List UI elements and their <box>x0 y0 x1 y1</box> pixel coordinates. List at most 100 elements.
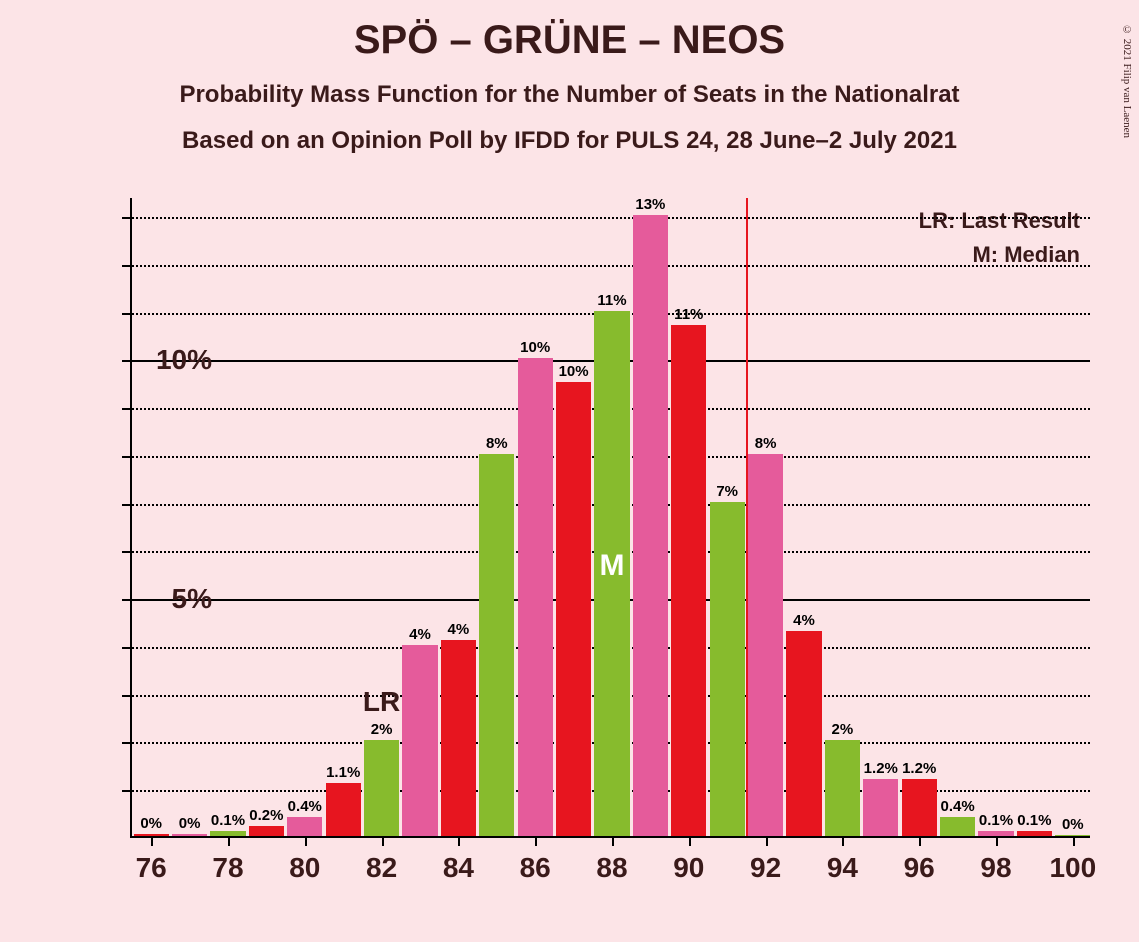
bar: 8% <box>748 454 783 836</box>
bar-value-label: 2% <box>371 721 393 738</box>
bar: 13% <box>633 215 668 836</box>
bar-value-label: 10% <box>520 339 550 356</box>
y-tick <box>122 599 132 601</box>
bar: 11% <box>671 325 706 836</box>
bar-value-label: 4% <box>409 626 431 643</box>
bar-value-label: 0.4% <box>288 798 322 815</box>
bar: 0.2% <box>249 826 284 836</box>
y-tick <box>122 265 132 267</box>
x-tick <box>535 836 537 846</box>
x-axis-label: 86 <box>520 852 551 884</box>
gridline <box>132 265 1090 267</box>
x-tick <box>228 836 230 846</box>
bar-value-label: 10% <box>559 363 589 380</box>
bar-value-label: 11% <box>674 306 703 323</box>
y-tick <box>122 551 132 553</box>
bar-value-label: 0.2% <box>249 807 283 824</box>
bar: 4% <box>786 631 821 836</box>
bar-value-label: 4% <box>448 621 470 638</box>
bar: 0.4% <box>940 817 975 836</box>
bar: 4% <box>402 645 437 836</box>
x-axis-label: 78 <box>212 852 243 884</box>
x-axis-label: 80 <box>289 852 320 884</box>
x-axis-label: 90 <box>673 852 704 884</box>
y-tick <box>122 360 132 362</box>
y-axis-label: 5% <box>172 583 212 615</box>
x-tick <box>151 836 153 846</box>
median-marker: M <box>600 549 625 583</box>
y-tick <box>122 408 132 410</box>
y-tick <box>122 790 132 792</box>
bar: 0% <box>172 834 207 836</box>
bar: 4% <box>441 640 476 836</box>
x-tick <box>689 836 691 846</box>
bar: 0% <box>1055 835 1090 836</box>
bar-value-label: 0.1% <box>1017 812 1051 829</box>
bar-value-label: 0.1% <box>211 812 245 829</box>
bar: 0% <box>134 834 169 836</box>
bar: 8% <box>479 454 514 836</box>
bar: 10% <box>556 382 591 836</box>
y-tick <box>122 217 132 219</box>
x-axis-label: 82 <box>366 852 397 884</box>
bar: 0.1% <box>210 831 245 836</box>
lr-marker: LR <box>363 686 400 718</box>
bar-value-label: 8% <box>486 435 508 452</box>
bar: 10% <box>518 358 553 836</box>
bar: 7% <box>710 502 745 836</box>
x-tick <box>458 836 460 846</box>
y-tick <box>122 313 132 315</box>
x-tick <box>766 836 768 846</box>
bar-value-label: 0% <box>1062 816 1084 833</box>
x-axis-label: 76 <box>136 852 167 884</box>
bar-value-label: 0% <box>179 815 201 832</box>
bar-value-label: 11% <box>597 292 626 309</box>
bar-value-label: 1.2% <box>864 760 898 777</box>
bar-value-label: 0% <box>140 815 162 832</box>
bar-value-label: 0.1% <box>979 812 1013 829</box>
x-tick <box>305 836 307 846</box>
y-axis-label: 10% <box>156 344 212 376</box>
x-tick <box>919 836 921 846</box>
y-tick <box>122 504 132 506</box>
bar: 0.4% <box>287 817 322 836</box>
y-tick <box>122 695 132 697</box>
bar: 2% <box>364 740 399 836</box>
bar-value-label: 1.1% <box>326 764 360 781</box>
bar: 0.1% <box>1017 831 1052 836</box>
y-tick <box>122 456 132 458</box>
copyright-text: © 2021 Filip van Laenen <box>1121 24 1133 138</box>
bar: 2% <box>825 740 860 836</box>
x-axis-label: 84 <box>443 852 474 884</box>
chart-subtitle-1: Probability Mass Function for the Number… <box>0 81 1139 109</box>
x-tick <box>382 836 384 846</box>
x-axis-label: 94 <box>827 852 858 884</box>
x-axis-label: 100 <box>1049 852 1096 884</box>
x-axis-label: 88 <box>596 852 627 884</box>
bar-value-label: 1.2% <box>902 760 936 777</box>
y-tick <box>122 647 132 649</box>
plot-area: LR: Last Result M: Median 76788082848688… <box>130 198 1090 838</box>
bar-value-label: 4% <box>793 612 815 629</box>
chart-title: SPÖ – GRÜNE – NEOS <box>0 18 1139 63</box>
x-axis-label: 96 <box>904 852 935 884</box>
x-axis-label: 92 <box>750 852 781 884</box>
x-tick <box>996 836 998 846</box>
chart-subtitle-2: Based on an Opinion Poll by IFDD for PUL… <box>0 127 1139 155</box>
bar: 0.1% <box>978 831 1013 836</box>
bar: 1.2% <box>902 779 937 836</box>
bar: 1.1% <box>326 783 361 836</box>
x-tick <box>1073 836 1075 846</box>
gridline <box>132 217 1090 219</box>
x-tick <box>842 836 844 846</box>
x-tick <box>612 836 614 846</box>
legend-lr: LR: Last Result <box>919 208 1080 234</box>
chart-container: LR: Last Result M: Median 76788082848688… <box>50 198 1100 888</box>
bar-value-label: 8% <box>755 435 777 452</box>
x-axis-label: 98 <box>980 852 1011 884</box>
bar-value-label: 13% <box>635 196 665 213</box>
bar-value-label: 0.4% <box>940 798 974 815</box>
bar: 1.2% <box>863 779 898 836</box>
majority-line <box>746 198 748 836</box>
y-tick <box>122 742 132 744</box>
